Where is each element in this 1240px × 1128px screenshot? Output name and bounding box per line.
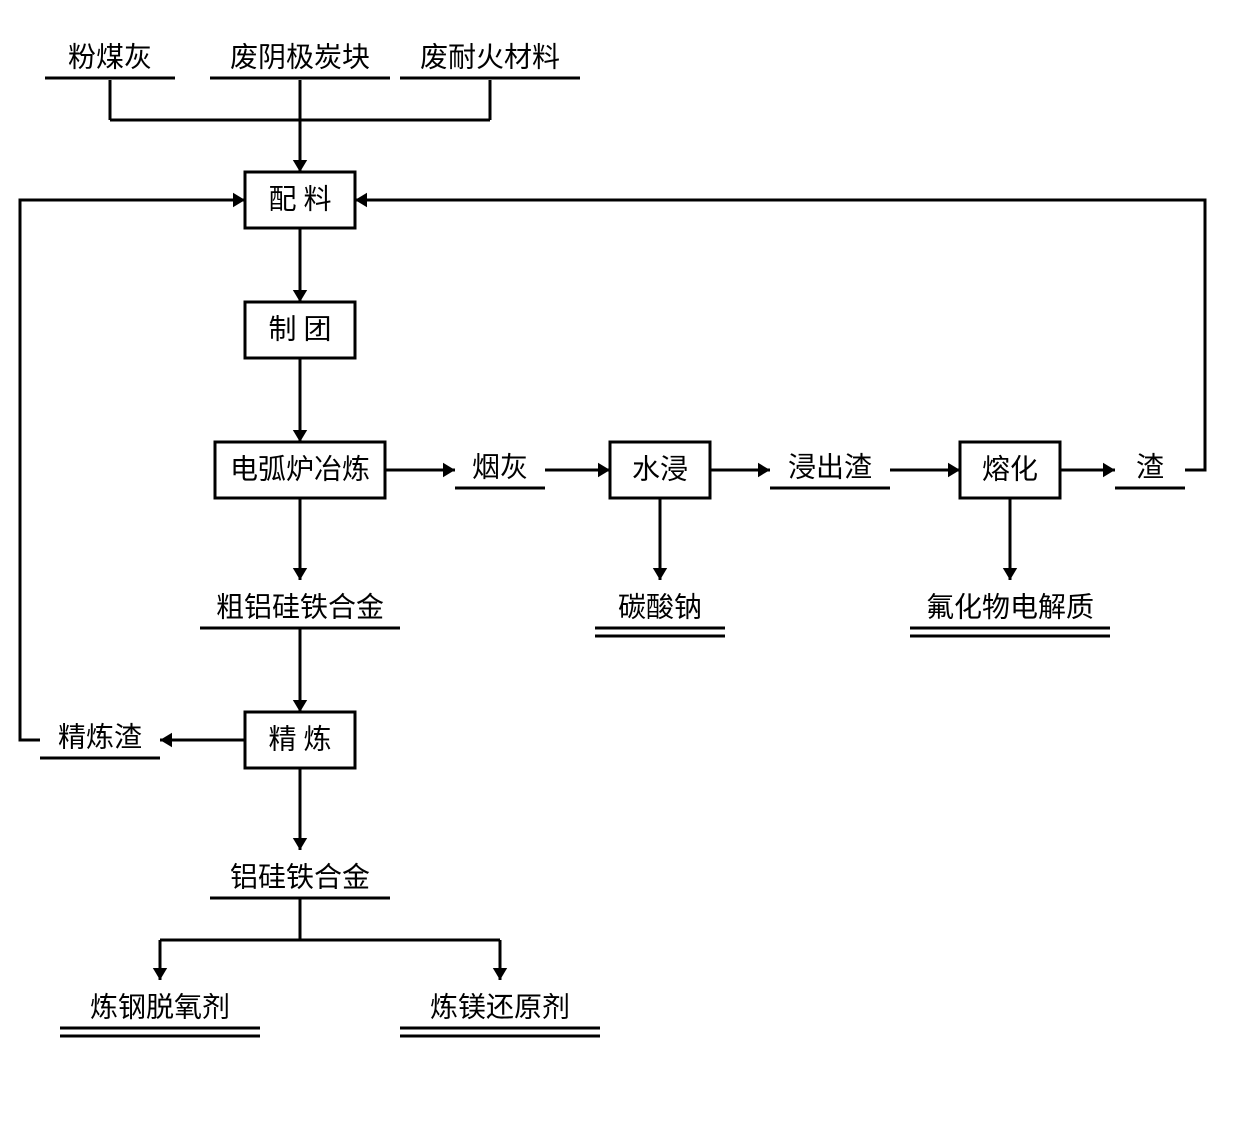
box_melt: 熔化 — [960, 442, 1060, 498]
txt_refslag: 精炼渣 — [40, 721, 160, 758]
svg-text:烟灰: 烟灰 — [472, 451, 528, 483]
svg-text:浸出渣: 浸出渣 — [788, 451, 872, 483]
svg-text:渣: 渣 — [1136, 451, 1164, 483]
svg-text:废耐火材料: 废耐火材料 — [420, 41, 560, 73]
svg-text:粉煤灰: 粉煤灰 — [68, 41, 152, 73]
out_reducer: 炼镁还原剂 — [400, 991, 600, 1036]
txt_ash: 烟灰 — [455, 451, 545, 488]
svg-text:炼镁还原剂: 炼镁还原剂 — [430, 991, 570, 1023]
txt_AlSiFe: 铝硅铁合金 — [210, 861, 390, 898]
box_refine: 精 炼 — [245, 712, 355, 768]
svg-text:水浸: 水浸 — [632, 453, 688, 485]
svg-text:熔化: 熔化 — [982, 453, 1038, 485]
svg-text:碳酸钠: 碳酸钠 — [618, 591, 702, 623]
out_soda: 碳酸钠 — [595, 591, 725, 636]
box_mixing: 配 料 — [245, 172, 355, 228]
svg-text:精炼渣: 精炼渣 — [58, 721, 142, 753]
svg-text:铝硅铁合金: 铝硅铁合金 — [230, 861, 370, 893]
in_flyash: 粉煤灰 — [45, 41, 175, 78]
svg-text:精 炼: 精 炼 — [268, 723, 331, 755]
box_eaf: 电弧炉冶炼 — [215, 442, 385, 498]
in_cathode: 废阴极炭块 — [210, 41, 390, 78]
svg-text:电弧炉冶炼: 电弧炉冶炼 — [230, 453, 370, 485]
out_fluoride: 氟化物电解质 — [910, 591, 1110, 636]
in_refractory: 废耐火材料 — [400, 41, 580, 78]
txt_leachres: 浸出渣 — [770, 451, 890, 488]
box_briquetting: 制 团 — [245, 302, 355, 358]
svg-text:炼钢脱氧剂: 炼钢脱氧剂 — [90, 991, 230, 1023]
txt_crudeAlSiFe: 粗铝硅铁合金 — [200, 591, 400, 628]
svg-text:氟化物电解质: 氟化物电解质 — [926, 591, 1094, 623]
svg-text:粗铝硅铁合金: 粗铝硅铁合金 — [216, 591, 384, 623]
box_waterleach: 水浸 — [610, 442, 710, 498]
txt_slag2: 渣 — [1115, 451, 1185, 488]
svg-text:废阴极炭块: 废阴极炭块 — [230, 41, 370, 73]
out_deox: 炼钢脱氧剂 — [60, 991, 260, 1036]
svg-text:配 料: 配 料 — [268, 183, 331, 215]
svg-text:制 团: 制 团 — [268, 313, 331, 345]
